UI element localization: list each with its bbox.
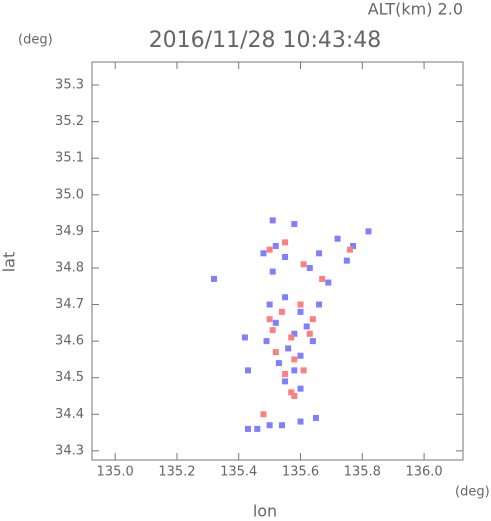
y-tick-label: 35.1 [55, 151, 84, 166]
data-point [272, 243, 279, 250]
data-point [325, 279, 332, 286]
data-point [282, 253, 289, 260]
data-point [244, 367, 251, 374]
y-tick-label: 34.9 [55, 224, 84, 239]
data-point [297, 301, 304, 308]
data-point [316, 301, 323, 308]
data-point [306, 330, 313, 337]
data-point [263, 338, 270, 345]
data-point [266, 422, 273, 429]
data-point [334, 235, 341, 242]
data-point [266, 246, 273, 253]
plot-frame [91, 61, 464, 461]
data-point [309, 316, 316, 323]
x-unit: (deg) [455, 485, 490, 500]
data-point [291, 356, 298, 363]
data-point [269, 217, 276, 224]
data-point [343, 257, 350, 264]
data-point [254, 425, 261, 432]
y-tick-label: 35.0 [55, 187, 84, 202]
data-point [260, 411, 267, 418]
data-point [291, 392, 298, 399]
data-point [303, 323, 310, 330]
data-point [288, 334, 295, 341]
y-tick-label: 34.5 [55, 370, 84, 385]
chart-title: 2016/11/28 10:43:48 [149, 28, 382, 53]
y-tick-label: 34.7 [55, 297, 84, 312]
data-point [266, 301, 273, 308]
y-tick-label: 34.3 [55, 443, 84, 458]
y-unit: (deg) [18, 33, 53, 48]
data-point [346, 246, 353, 253]
x-tick-label: 135.8 [344, 465, 381, 480]
data-point [300, 261, 307, 268]
data-point [241, 334, 248, 341]
altitude-label: ALT(km) 2.0 [368, 0, 463, 19]
data-point [282, 294, 289, 301]
data-point [266, 316, 273, 323]
x-tick-label: 135.0 [97, 465, 134, 480]
x-tick-label: 135.4 [220, 465, 257, 480]
data-point [300, 367, 307, 374]
data-point [309, 338, 316, 345]
data-point [297, 418, 304, 425]
data-point [291, 221, 298, 228]
y-tick-label: 35.2 [55, 114, 84, 129]
data-point [272, 349, 279, 356]
x-tick-label: 136.0 [405, 465, 442, 480]
data-point [282, 371, 289, 378]
data-point [282, 378, 289, 385]
data-point [269, 268, 276, 275]
data-point [244, 425, 251, 432]
data-point [316, 250, 323, 257]
data-point [365, 228, 372, 235]
data-point [350, 243, 357, 250]
x-axis-label: lon [253, 502, 277, 521]
data-point [285, 345, 292, 352]
y-tick-label: 34.6 [55, 334, 84, 349]
data-point [306, 264, 313, 271]
data-point [260, 250, 267, 257]
data-point [269, 327, 276, 334]
x-tick-label: 135.6 [282, 465, 319, 480]
y-tick-label: 35.3 [55, 78, 84, 93]
data-point [297, 385, 304, 392]
data-point [291, 330, 298, 337]
data-point [211, 275, 218, 282]
data-point [288, 389, 295, 396]
data-point [272, 319, 279, 326]
data-point [312, 414, 319, 421]
data-point [282, 239, 289, 246]
data-point [275, 360, 282, 367]
y-tick-label: 34.4 [55, 407, 84, 422]
y-tick-label: 34.8 [55, 260, 84, 275]
data-point [319, 275, 326, 282]
y-axis-label: lat [0, 252, 19, 273]
data-point [291, 367, 298, 374]
x-tick-label: 135.2 [158, 465, 195, 480]
data-point [278, 422, 285, 429]
data-point [297, 308, 304, 315]
data-point [297, 352, 304, 359]
data-point [278, 308, 285, 315]
